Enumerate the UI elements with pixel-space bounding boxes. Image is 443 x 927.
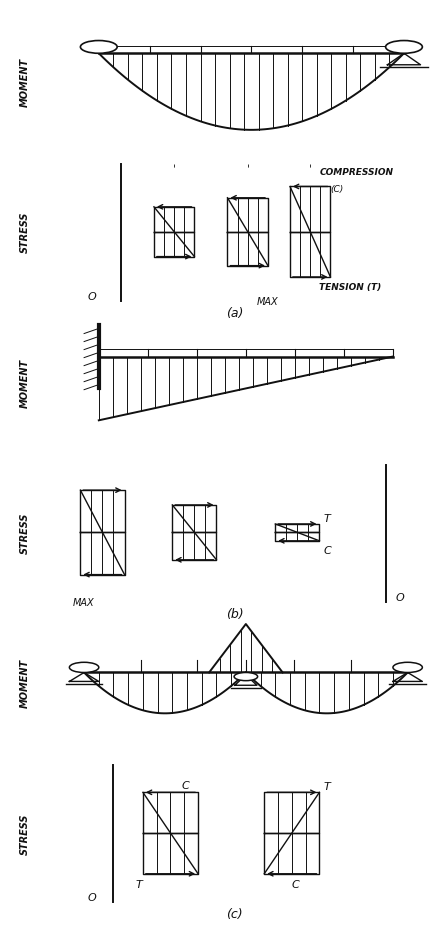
Text: (C): (C)	[330, 184, 344, 194]
Text: C: C	[292, 880, 299, 889]
Text: STRESS: STRESS	[20, 512, 30, 553]
Text: MAX: MAX	[73, 597, 95, 607]
Circle shape	[385, 42, 422, 54]
Circle shape	[393, 663, 422, 673]
Text: T: T	[323, 781, 330, 792]
Text: MOMENT: MOMENT	[20, 358, 30, 407]
Text: T: T	[323, 514, 330, 524]
Text: STRESS: STRESS	[20, 211, 30, 253]
Text: O: O	[87, 292, 96, 301]
Text: C: C	[323, 545, 331, 555]
Text: STRESS: STRESS	[20, 812, 30, 854]
Text: MAX: MAX	[257, 297, 279, 307]
Circle shape	[81, 42, 117, 54]
Text: (c): (c)	[226, 908, 243, 921]
Text: MOMENT: MOMENT	[20, 57, 30, 107]
Text: O: O	[396, 592, 404, 603]
Text: COMPRESSION: COMPRESSION	[319, 168, 393, 177]
Text: (b): (b)	[226, 607, 244, 620]
Text: O: O	[87, 893, 96, 902]
Text: T: T	[136, 880, 142, 889]
Text: (a): (a)	[226, 307, 244, 320]
Text: MOMENT: MOMENT	[20, 658, 30, 707]
Circle shape	[234, 673, 258, 681]
Text: TENSION (T): TENSION (T)	[319, 283, 382, 292]
Text: C: C	[182, 780, 189, 790]
Circle shape	[70, 663, 99, 673]
